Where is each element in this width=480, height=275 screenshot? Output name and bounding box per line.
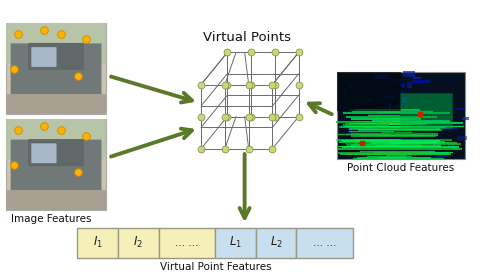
- FancyBboxPatch shape: [462, 117, 469, 120]
- Text: Virtual Points: Virtual Points: [203, 31, 291, 44]
- FancyBboxPatch shape: [374, 75, 387, 79]
- FancyBboxPatch shape: [31, 47, 57, 67]
- Text: ... ...: ... ...: [313, 238, 336, 248]
- FancyBboxPatch shape: [442, 127, 456, 130]
- FancyBboxPatch shape: [382, 96, 396, 98]
- FancyBboxPatch shape: [447, 143, 455, 148]
- Bar: [256, 228, 297, 258]
- FancyBboxPatch shape: [346, 133, 361, 136]
- Bar: [216, 228, 256, 258]
- FancyBboxPatch shape: [402, 97, 407, 103]
- FancyBboxPatch shape: [28, 139, 84, 166]
- Text: $I_{2}$: $I_{2}$: [133, 235, 143, 251]
- FancyBboxPatch shape: [429, 148, 434, 152]
- FancyBboxPatch shape: [446, 127, 457, 130]
- FancyBboxPatch shape: [405, 104, 408, 108]
- FancyBboxPatch shape: [389, 104, 392, 109]
- FancyBboxPatch shape: [411, 139, 414, 144]
- FancyBboxPatch shape: [6, 23, 106, 114]
- FancyBboxPatch shape: [11, 140, 101, 191]
- FancyBboxPatch shape: [6, 190, 106, 210]
- Text: $L_{2}$: $L_{2}$: [270, 235, 283, 251]
- FancyBboxPatch shape: [432, 141, 441, 146]
- FancyBboxPatch shape: [336, 72, 401, 111]
- FancyBboxPatch shape: [402, 83, 406, 88]
- FancyBboxPatch shape: [344, 88, 347, 92]
- FancyBboxPatch shape: [6, 119, 106, 160]
- Bar: [297, 228, 353, 258]
- Bar: [158, 228, 216, 258]
- FancyBboxPatch shape: [341, 125, 352, 128]
- FancyBboxPatch shape: [11, 43, 101, 95]
- FancyBboxPatch shape: [340, 95, 346, 97]
- Text: Image Features: Image Features: [11, 214, 92, 224]
- FancyBboxPatch shape: [369, 128, 371, 130]
- FancyBboxPatch shape: [403, 71, 415, 76]
- FancyBboxPatch shape: [397, 104, 401, 107]
- FancyBboxPatch shape: [384, 91, 390, 94]
- FancyBboxPatch shape: [395, 91, 405, 94]
- FancyBboxPatch shape: [456, 136, 468, 141]
- FancyBboxPatch shape: [399, 84, 404, 86]
- FancyBboxPatch shape: [31, 143, 57, 163]
- Bar: [77, 228, 118, 258]
- Text: ... ...: ... ...: [175, 238, 199, 248]
- FancyBboxPatch shape: [367, 99, 372, 101]
- Bar: [118, 228, 158, 258]
- FancyBboxPatch shape: [336, 72, 465, 159]
- FancyBboxPatch shape: [375, 154, 382, 156]
- FancyBboxPatch shape: [387, 81, 395, 84]
- FancyBboxPatch shape: [396, 79, 401, 82]
- FancyBboxPatch shape: [419, 123, 421, 129]
- Text: $L_{1}$: $L_{1}$: [229, 235, 242, 251]
- FancyBboxPatch shape: [407, 82, 412, 88]
- FancyBboxPatch shape: [407, 81, 423, 83]
- FancyBboxPatch shape: [412, 141, 426, 143]
- Text: Virtual Point Features: Virtual Point Features: [159, 262, 271, 272]
- FancyBboxPatch shape: [6, 94, 106, 114]
- FancyBboxPatch shape: [348, 84, 353, 88]
- Text: $I_{1}$: $I_{1}$: [93, 235, 103, 251]
- FancyBboxPatch shape: [456, 108, 466, 110]
- FancyBboxPatch shape: [436, 152, 447, 157]
- FancyBboxPatch shape: [6, 23, 106, 64]
- FancyBboxPatch shape: [383, 106, 387, 108]
- FancyBboxPatch shape: [28, 43, 84, 70]
- FancyBboxPatch shape: [413, 80, 430, 83]
- FancyBboxPatch shape: [413, 136, 418, 141]
- FancyBboxPatch shape: [413, 77, 421, 79]
- FancyBboxPatch shape: [6, 119, 106, 210]
- Text: Point Cloud Features: Point Cloud Features: [347, 163, 455, 174]
- FancyBboxPatch shape: [400, 93, 453, 129]
- FancyBboxPatch shape: [348, 127, 352, 133]
